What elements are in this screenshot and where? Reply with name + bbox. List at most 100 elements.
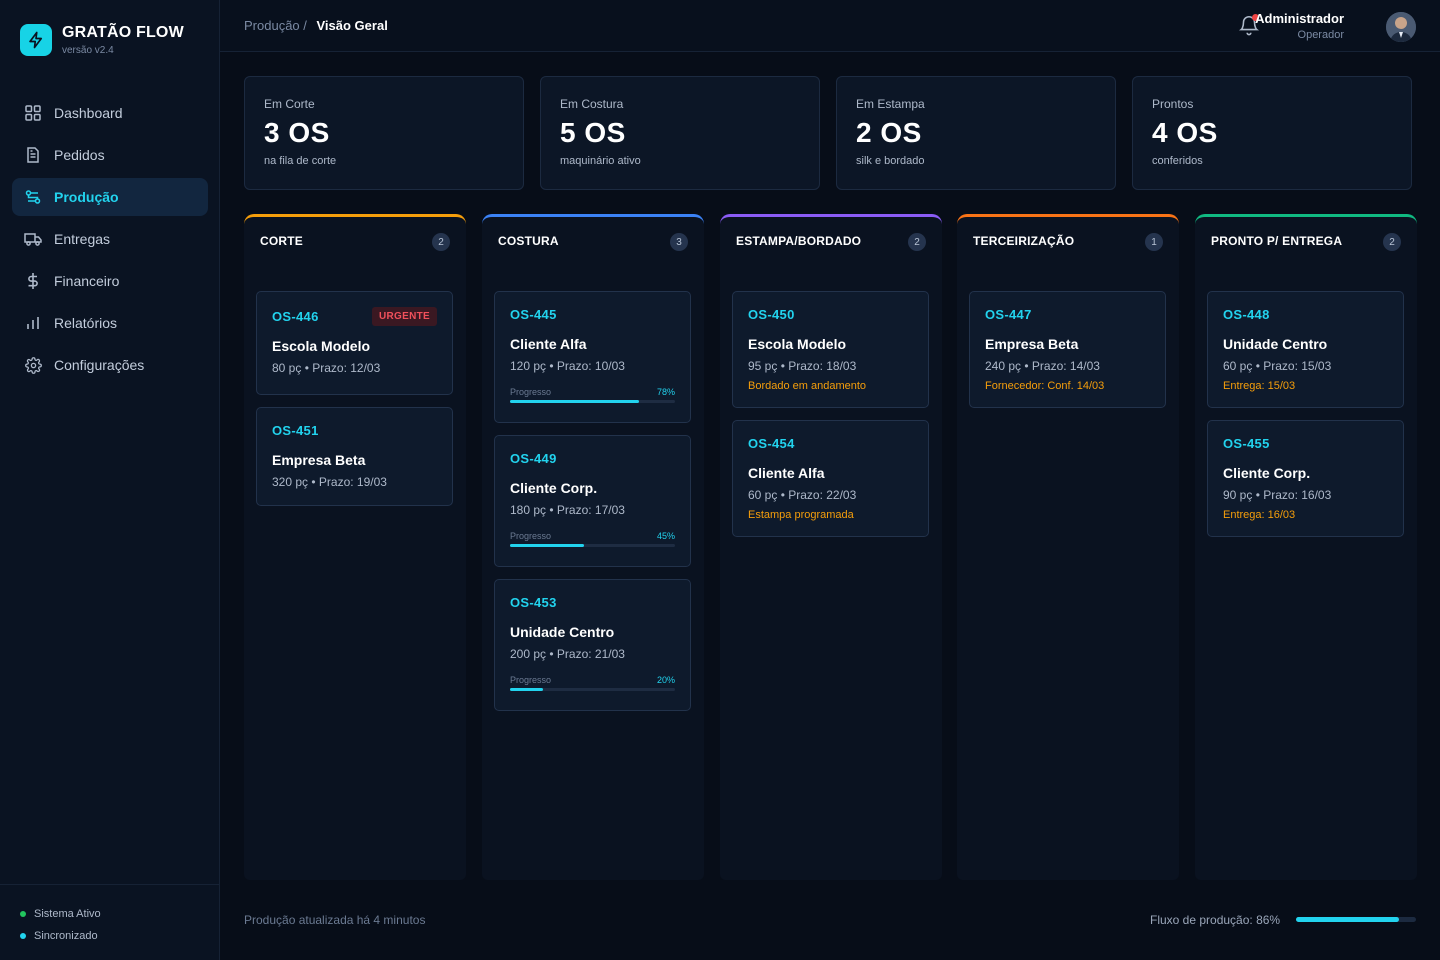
column-title: COSTURA [498, 234, 559, 248]
nav-label: Produção [54, 189, 119, 205]
order-card[interactable]: OS-446 URGENTE Escola Modelo 80 pç • Pra… [256, 291, 453, 395]
order-meta: 60 pç • Prazo: 15/03 [1223, 359, 1332, 373]
truck-icon [24, 230, 42, 248]
nav-label: Entregas [54, 231, 111, 247]
breadcrumb: Produção / Visão Geral [244, 18, 388, 33]
brand-name: GRATÃO FLOW [62, 24, 184, 41]
order-meta: 240 pç • Prazo: 14/03 [985, 359, 1100, 373]
notification-bell-icon[interactable] [1238, 14, 1260, 36]
breadcrumb-current: Visão Geral [316, 18, 388, 33]
stat-value: 4 OS [1152, 117, 1218, 148]
progress-label: Progresso [510, 387, 552, 397]
nav-item-financeiro[interactable]: Financeiro [12, 262, 208, 300]
progress-fill [510, 400, 639, 403]
progress-row: Progresso 20% [510, 675, 675, 685]
kanban-column-costura: COSTURA 3 OS-445 Cliente Alfa 120 pç • P… [482, 214, 704, 880]
order-id: OS-450 [748, 307, 795, 322]
order-meta: 120 pç • Prazo: 10/03 [510, 359, 625, 373]
document-icon [24, 146, 42, 164]
order-card[interactable]: OS-455 Cliente Corp. 90 pç • Prazo: 16/0… [1207, 420, 1404, 537]
order-note: Entrega: 16/03 [1223, 509, 1296, 521]
status-dot [20, 911, 26, 917]
stat-subtitle: conferidos [1152, 155, 1203, 167]
stat-card-em-corte[interactable]: Em Corte 3 OS na fila de corte [244, 76, 524, 190]
nav-label: Pedidos [54, 147, 105, 163]
order-id: OS-449 [510, 451, 557, 466]
order-card[interactable]: OS-454 Cliente Alfa 60 pç • Prazo: 22/03… [732, 420, 929, 537]
workflow-icon [24, 188, 42, 206]
main-nav: Dashboard Pedidos Produção Entregas Fina… [12, 94, 208, 388]
column-count-badge: 2 [908, 233, 926, 251]
brand-version: versão v2.4 [62, 45, 114, 56]
column-count-badge: 2 [432, 233, 450, 251]
order-note: Estampa programada [748, 509, 854, 521]
nav-item-producao[interactable]: Produção [12, 178, 208, 216]
order-client: Escola Modelo [272, 338, 371, 354]
sidebar-status: Sistema Ativo Sincronizado [0, 884, 219, 960]
order-note: Fornecedor: Conf. 14/03 [985, 380, 1105, 392]
progress-bar [510, 400, 675, 403]
progress-bar [510, 544, 675, 547]
progress-bar [510, 688, 675, 691]
order-client: Empresa Beta [272, 452, 366, 468]
bar-chart-icon [24, 314, 42, 332]
stat-card-em-costura[interactable]: Em Costura 5 OS maquinário ativo [540, 76, 820, 190]
order-id: OS-446 [272, 309, 319, 324]
status-system-active: Sistema Ativo [20, 903, 199, 925]
stat-subtitle: silk e bordado [856, 155, 925, 167]
progress-percent: 20% [656, 675, 675, 685]
nav-item-relatorios[interactable]: Relatórios [12, 304, 208, 342]
order-client: Escola Modelo [748, 336, 847, 352]
stat-card-prontos[interactable]: Prontos 4 OS conferidos [1132, 76, 1412, 190]
notification-dot [1252, 14, 1259, 21]
order-card[interactable]: OS-451 Empresa Beta 320 pç • Prazo: 19/0… [256, 407, 453, 506]
avatar[interactable] [1386, 12, 1416, 42]
stat-subtitle: maquinário ativo [560, 155, 641, 167]
column-title: TERCEIRIZAÇÃO [973, 234, 1075, 248]
column-header: PRONTO P/ ENTREGA 2 [1195, 217, 1417, 267]
nav-item-dashboard[interactable]: Dashboard [12, 94, 208, 132]
order-id: OS-451 [272, 423, 319, 438]
stat-value: 2 OS [856, 117, 922, 148]
order-card[interactable]: OS-453 Unidade Centro 200 pç • Prazo: 21… [494, 579, 691, 711]
stat-card-em-estampa[interactable]: Em Estampa 2 OS silk e bordado [836, 76, 1116, 190]
last-updated-text: Produção atualizada há 4 minutos [244, 913, 426, 927]
flow-label: Fluxo de produção: 86% [1150, 913, 1281, 927]
column-header: TERCEIRIZAÇÃO 1 [957, 217, 1179, 267]
order-client: Unidade Centro [1223, 336, 1328, 352]
user-name: Administrador [1255, 11, 1344, 26]
order-client: Empresa Beta [985, 336, 1079, 352]
nav-item-pedidos[interactable]: Pedidos [12, 136, 208, 174]
column-count-badge: 1 [1145, 233, 1163, 251]
stat-label: Em Costura [560, 97, 624, 111]
urgent-badge: URGENTE [372, 307, 437, 326]
order-card[interactable]: OS-448 Unidade Centro 60 pç • Prazo: 15/… [1207, 291, 1404, 408]
order-card[interactable]: OS-447 Empresa Beta 240 pç • Prazo: 14/0… [969, 291, 1166, 408]
kanban-column-pronto-entrega: PRONTO P/ ENTREGA 2 OS-448 Unidade Centr… [1195, 214, 1417, 880]
column-header: ESTAMPA/BORDADO 2 [720, 217, 942, 267]
progress-row: Progresso 78% [510, 387, 675, 397]
order-note: Entrega: 15/03 [1223, 380, 1296, 392]
order-client: Cliente Corp. [1223, 465, 1311, 481]
nav-label: Financeiro [54, 273, 120, 289]
stat-value: 5 OS [560, 117, 626, 148]
order-client: Cliente Alfa [510, 336, 587, 352]
user-info[interactable]: Administrador Operador [1255, 11, 1344, 41]
order-note: Bordado em andamento [748, 380, 867, 392]
order-card[interactable]: OS-450 Escola Modelo 95 pç • Prazo: 18/0… [732, 291, 929, 408]
kanban-column-estampa-bordado: ESTAMPA/BORDADO 2 OS-450 Escola Modelo 9… [720, 214, 942, 880]
order-id: OS-447 [985, 307, 1032, 322]
order-card[interactable]: OS-445 Cliente Alfa 120 pç • Prazo: 10/0… [494, 291, 691, 423]
brand[interactable]: GRATÃO FLOW versão v2.4 [20, 24, 184, 56]
breadcrumb-parent[interactable]: Produção / [244, 18, 307, 33]
column-title: PRONTO P/ ENTREGA [1211, 234, 1343, 248]
order-card[interactable]: OS-449 Cliente Corp. 180 pç • Prazo: 17/… [494, 435, 691, 567]
column-header: COSTURA 3 [482, 217, 704, 267]
order-id: OS-445 [510, 307, 557, 322]
order-client: Cliente Corp. [510, 480, 598, 496]
nav-item-configuracoes[interactable]: Configurações [12, 346, 208, 384]
progress-label: Progresso [510, 675, 552, 685]
order-meta: 320 pç • Prazo: 19/03 [272, 475, 387, 489]
nav-item-entregas[interactable]: Entregas [12, 220, 208, 258]
stat-subtitle: na fila de corte [264, 155, 337, 167]
